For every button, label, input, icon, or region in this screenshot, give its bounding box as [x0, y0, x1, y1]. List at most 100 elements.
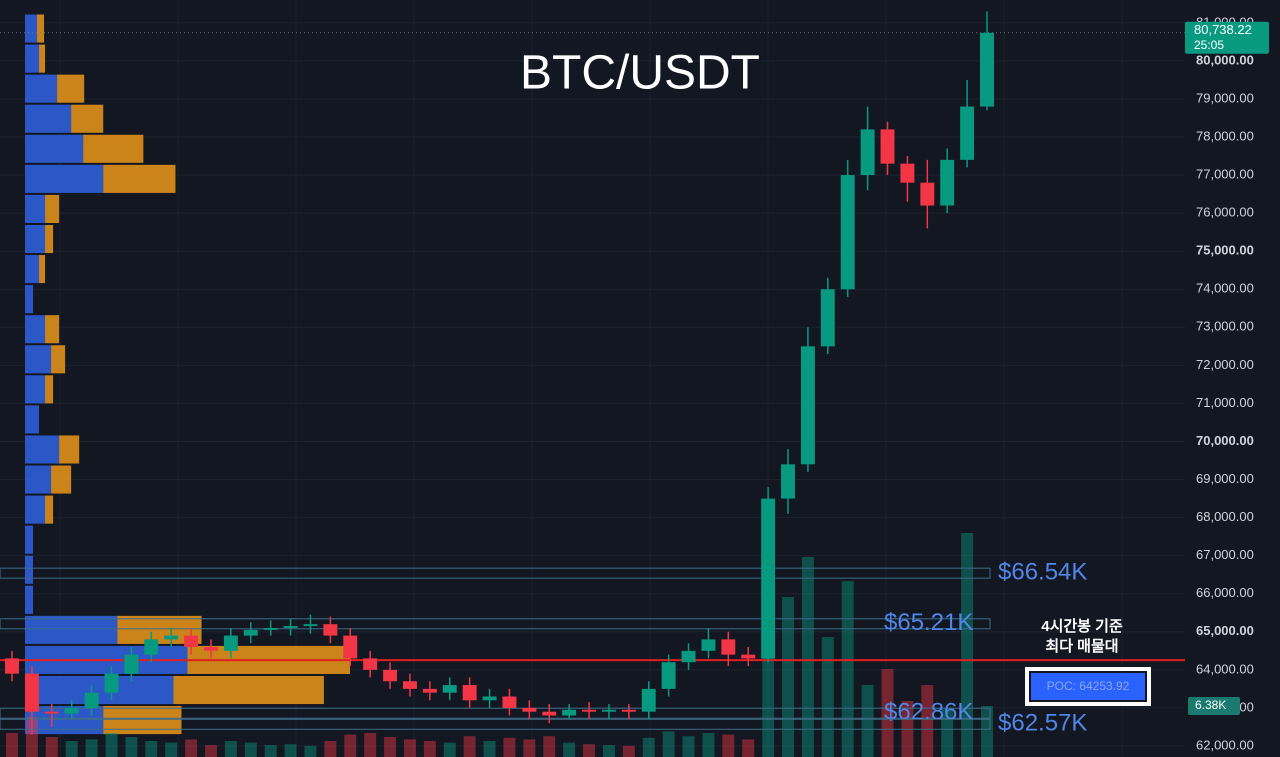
chart-title: BTC/USDT	[520, 47, 760, 100]
volume-bar	[344, 734, 357, 757]
candle-body	[562, 709, 577, 716]
level-zone	[0, 718, 991, 730]
profile-buy-bar	[25, 555, 34, 584]
volume-bar	[423, 741, 436, 757]
volume-bar	[523, 739, 536, 757]
profile-buy-bar	[25, 615, 118, 644]
candle-body	[681, 650, 696, 663]
y-tick-label: 62,000.00	[1196, 737, 1254, 752]
volume-bar	[662, 731, 675, 757]
poc-label: POC: 64253.92	[1047, 679, 1130, 693]
y-tick-label: 74,000.00	[1196, 281, 1254, 296]
y-tick-label: 71,000.00	[1196, 395, 1254, 410]
volume-bar	[224, 741, 237, 757]
profile-buy-bar	[25, 104, 72, 133]
y-tick-label: 69,000.00	[1196, 471, 1254, 486]
volume-bar	[25, 717, 38, 757]
candle-body	[402, 681, 417, 689]
candle-body	[980, 32, 994, 107]
candle-body	[343, 635, 358, 659]
profile-buy-bar	[25, 345, 52, 374]
y-tick-label: 75,000.00	[1196, 243, 1254, 258]
profile-buy-bar	[25, 675, 174, 705]
profile-sell-bar	[57, 74, 85, 103]
grid	[0, 0, 1185, 757]
level-label: $66.54K	[998, 559, 1087, 586]
candle-body	[184, 635, 199, 648]
profile-sell-bar	[103, 164, 176, 193]
volume-bar	[185, 739, 198, 757]
profile-buy-bar	[25, 44, 40, 73]
candle-body	[840, 175, 855, 290]
profile-buy-bar	[25, 435, 60, 464]
candle-body	[462, 685, 477, 701]
candle-body	[940, 159, 955, 206]
candle-body	[761, 498, 776, 659]
profile-sell-bar	[37, 14, 45, 43]
candle-body	[880, 129, 895, 164]
level-label: $62.57K	[998, 710, 1087, 737]
candles	[5, 11, 994, 735]
candle-body	[204, 647, 218, 651]
volume-bar	[801, 557, 814, 757]
candle-body	[482, 696, 497, 701]
volume-bar	[85, 739, 98, 757]
profile-sell-bar	[51, 465, 72, 494]
profile-buy-bar	[25, 285, 34, 314]
y-tick-label: 64,000.00	[1196, 661, 1254, 676]
profile-buy-bar	[25, 134, 84, 163]
profile-buy-bar	[25, 74, 58, 103]
candle-body	[641, 688, 656, 712]
volume-bar	[642, 737, 655, 757]
level-zone	[0, 707, 991, 719]
volume-bar	[304, 745, 317, 757]
volume-bar	[125, 737, 138, 757]
volume-bar	[364, 733, 377, 757]
candle-body	[582, 709, 597, 712]
candle-body	[164, 635, 179, 640]
volume-bar	[165, 742, 178, 757]
last-price-label: 80,738.22	[1194, 22, 1252, 37]
volume-bar	[622, 745, 635, 757]
profile-sell-bar	[173, 675, 324, 705]
volume-bar	[443, 742, 456, 757]
volume-bar	[463, 736, 476, 757]
profile-buy-bar	[25, 224, 46, 254]
y-tick-label: 76,000.00	[1196, 205, 1254, 220]
profile-buy-bar	[25, 255, 40, 284]
candle-body	[661, 662, 676, 689]
profile-sell-bar	[103, 706, 182, 735]
candle-body	[144, 639, 159, 655]
volume-bar	[742, 739, 755, 757]
countdown-label: 25:05	[1194, 38, 1224, 52]
poc-box-border	[1025, 667, 1151, 706]
volume-bar	[105, 733, 118, 757]
profile-buy-bar	[25, 585, 34, 614]
volume-bar	[264, 745, 277, 757]
profile-sell-bar	[45, 495, 54, 524]
candle-body	[383, 669, 398, 682]
candle-body	[124, 654, 139, 674]
profile-buy-bar	[25, 525, 34, 554]
profile-sell-bar	[45, 194, 60, 223]
profile-sell-bar	[83, 134, 144, 163]
candle-body	[701, 639, 716, 651]
candle-body	[223, 635, 238, 651]
y-tick-label: 70,000.00	[1196, 433, 1254, 448]
y-tick-label: 66,000.00	[1196, 585, 1254, 600]
volume-bar	[941, 709, 954, 757]
profile-buy-bar	[25, 375, 46, 404]
profile-buy-bar	[25, 315, 46, 344]
y-tick-label: 67,000.00	[1196, 547, 1254, 562]
level-zone	[0, 618, 991, 630]
volume-bar	[483, 741, 496, 757]
y-tick-label: 72,000.00	[1196, 357, 1254, 372]
volume-bar	[861, 685, 874, 757]
candle-body	[721, 639, 736, 655]
profile-buy-bar	[25, 164, 104, 193]
volume-bar	[543, 736, 556, 757]
candle-body	[601, 709, 616, 712]
candle-body	[781, 464, 795, 499]
volume-bar	[921, 685, 934, 757]
